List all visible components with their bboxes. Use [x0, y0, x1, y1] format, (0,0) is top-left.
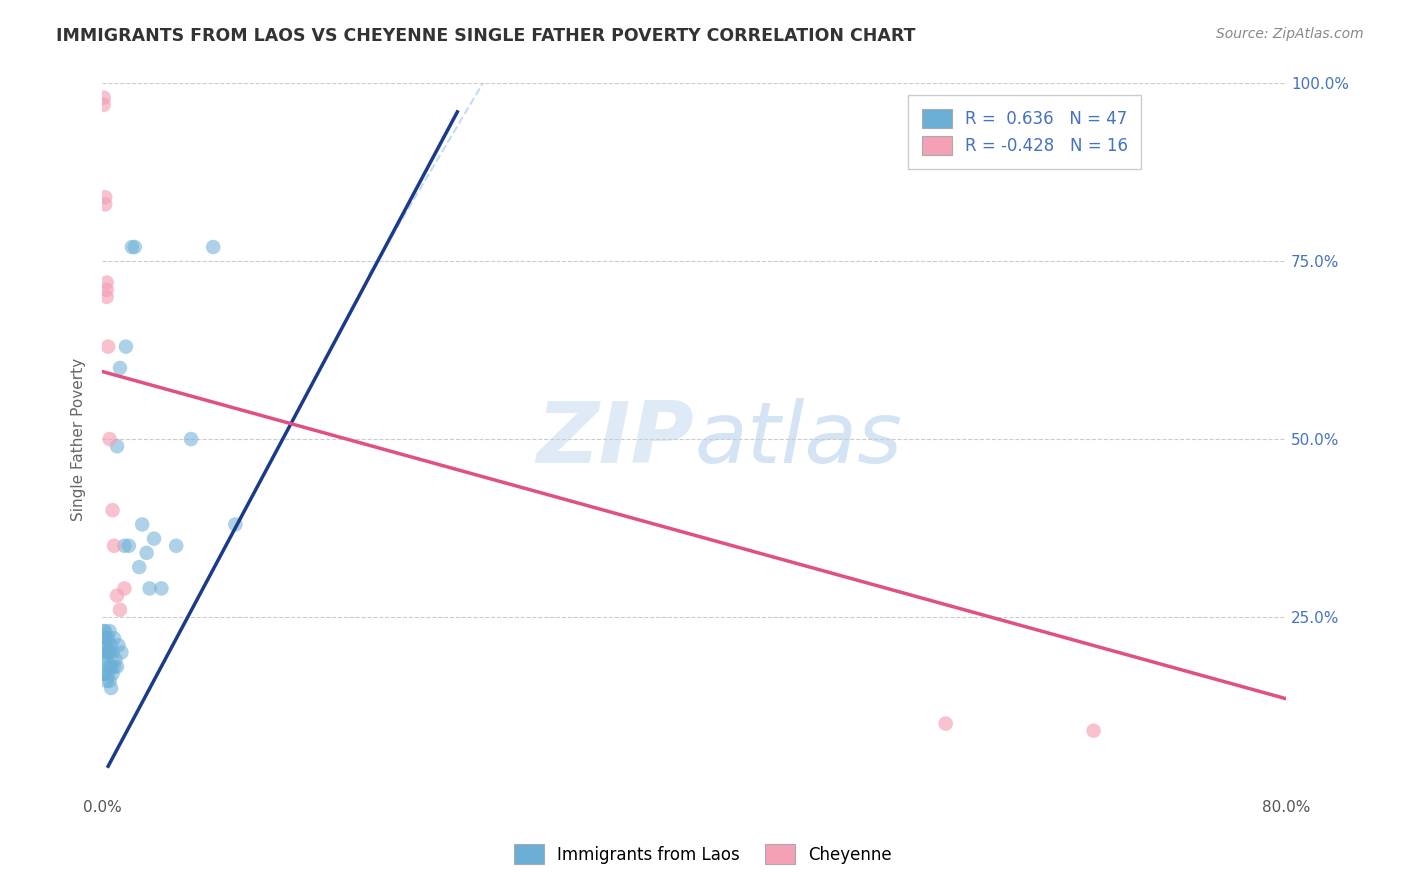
Point	[97, 340, 120, 354]
Point	[93, 666, 115, 681]
Y-axis label: Single Father Poverty: Single Father Poverty	[72, 358, 86, 521]
Point	[98, 432, 121, 446]
Point	[100, 681, 122, 695]
Point	[128, 560, 150, 574]
Point	[93, 652, 115, 666]
Point	[94, 624, 117, 639]
Point	[124, 240, 146, 254]
Point	[94, 638, 117, 652]
Point	[143, 532, 166, 546]
Point	[105, 589, 128, 603]
Point	[224, 517, 246, 532]
Point	[96, 290, 118, 304]
Point	[104, 652, 127, 666]
Point	[97, 631, 120, 645]
Point	[98, 659, 121, 673]
Point	[93, 90, 115, 104]
Point	[135, 546, 157, 560]
Point	[150, 582, 173, 596]
Point	[96, 631, 118, 645]
Point	[100, 659, 122, 673]
Point	[108, 603, 131, 617]
Point	[105, 439, 128, 453]
Point	[138, 582, 160, 596]
Point	[112, 539, 135, 553]
Point	[98, 645, 121, 659]
Point	[108, 360, 131, 375]
Point	[180, 432, 202, 446]
Point	[101, 503, 124, 517]
Text: atlas: atlas	[695, 398, 903, 481]
Point	[165, 539, 187, 553]
Point	[94, 652, 117, 666]
Point	[98, 673, 121, 688]
Point	[107, 638, 129, 652]
Point	[94, 190, 117, 204]
Legend: Immigrants from Laos, Cheyenne: Immigrants from Laos, Cheyenne	[508, 838, 898, 871]
Legend: R =  0.636   N = 47, R = -0.428   N = 16: R = 0.636 N = 47, R = -0.428 N = 16	[908, 95, 1142, 169]
Point	[96, 645, 118, 659]
Text: Source: ZipAtlas.com: Source: ZipAtlas.com	[1216, 27, 1364, 41]
Point	[115, 340, 138, 354]
Point	[93, 638, 115, 652]
Point	[96, 276, 118, 290]
Point	[202, 240, 225, 254]
Point	[97, 645, 120, 659]
Text: IMMIGRANTS FROM LAOS VS CHEYENNE SINGLE FATHER POVERTY CORRELATION CHART: IMMIGRANTS FROM LAOS VS CHEYENNE SINGLE …	[56, 27, 915, 45]
Point	[96, 283, 118, 297]
Point	[98, 624, 121, 639]
Point	[103, 631, 125, 645]
Point	[118, 539, 141, 553]
Point	[93, 624, 115, 639]
Point	[93, 631, 115, 645]
Point	[105, 659, 128, 673]
Point	[97, 666, 120, 681]
Point	[935, 716, 957, 731]
Point	[96, 673, 118, 688]
Point	[1083, 723, 1105, 738]
Point	[101, 645, 124, 659]
Point	[94, 197, 117, 211]
Point	[103, 539, 125, 553]
Point	[101, 666, 124, 681]
Point	[110, 645, 132, 659]
Point	[103, 659, 125, 673]
Point	[93, 97, 115, 112]
Point	[100, 638, 122, 652]
Point	[121, 240, 143, 254]
Point	[131, 517, 153, 532]
Text: ZIP: ZIP	[537, 398, 695, 481]
Point	[94, 666, 117, 681]
Point	[112, 582, 135, 596]
